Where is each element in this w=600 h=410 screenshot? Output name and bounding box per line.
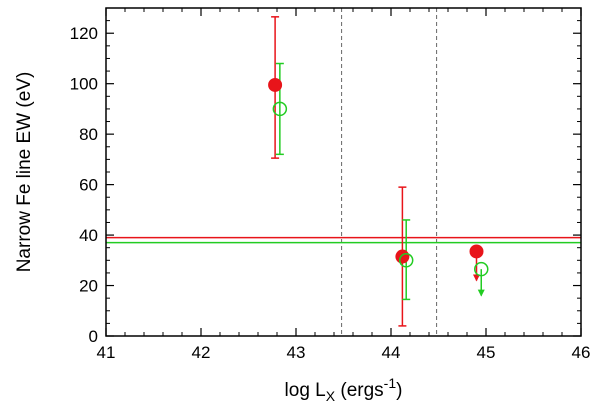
x-tick-label-3: 44 bbox=[382, 343, 401, 362]
x-axis-title-main: log L bbox=[285, 380, 326, 401]
plot-frame bbox=[105, 7, 582, 337]
x-axis-title: log LX (ergs-1) bbox=[285, 375, 403, 404]
y-tick-label-6: 120 bbox=[70, 24, 98, 43]
series-1-point-0 bbox=[272, 101, 288, 117]
y-tick-label-5: 100 bbox=[70, 75, 98, 94]
y-tick-label-2: 40 bbox=[79, 226, 98, 245]
x-axis-title-sub: X bbox=[326, 388, 336, 404]
data-points bbox=[268, 77, 489, 277]
series-0-point-0 bbox=[268, 77, 283, 92]
x-tick-label-5: 46 bbox=[572, 343, 591, 362]
series-0-upperlimit-arrow-2 bbox=[473, 274, 480, 282]
series-1-point-1 bbox=[398, 253, 414, 268]
axis-ticks bbox=[105, 7, 582, 337]
mean-hlines bbox=[106, 236, 581, 244]
y-tick-label-4: 80 bbox=[79, 125, 98, 144]
x-tick-label-4: 45 bbox=[477, 343, 496, 362]
x-axis-title-sup: -1 bbox=[384, 375, 397, 391]
y-tick-label-1: 20 bbox=[79, 277, 98, 296]
series-1-upperlimit-arrow-2 bbox=[477, 289, 485, 297]
x-tick-label-2: 43 bbox=[287, 343, 306, 362]
series-0-point-2 bbox=[469, 244, 484, 259]
x-axis-title-close: ) bbox=[396, 380, 402, 401]
reference-vlines bbox=[341, 8, 438, 336]
y-axis-title: Narrow Fe line EW (eV) bbox=[14, 72, 35, 273]
tick-labels: 41 42 43 44 45 46 0 20 40 60 80 100 120 bbox=[70, 24, 591, 362]
error-bars bbox=[271, 16, 485, 327]
y-tick-label-0: 0 bbox=[89, 327, 98, 346]
series-1-point-2 bbox=[474, 261, 489, 277]
x-tick-label-0: 41 bbox=[97, 343, 116, 362]
x-tick-label-1: 42 bbox=[192, 343, 211, 362]
y-tick-label-3: 60 bbox=[79, 176, 98, 195]
x-axis-title-unit: (ergs bbox=[335, 380, 384, 401]
